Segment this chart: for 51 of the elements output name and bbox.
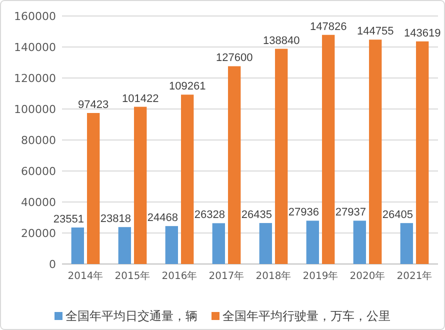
data-label: 26405 bbox=[382, 209, 413, 222]
bar bbox=[400, 223, 413, 264]
y-tick-label: 160000 bbox=[14, 10, 56, 23]
x-tick-label: 2021年 bbox=[396, 270, 432, 282]
bar bbox=[118, 227, 131, 264]
data-label: 143619 bbox=[404, 27, 441, 40]
data-label: 26328 bbox=[194, 209, 225, 222]
data-label: 109261 bbox=[168, 80, 206, 93]
y-tick-label: 100000 bbox=[14, 103, 56, 116]
bar bbox=[306, 220, 319, 264]
data-label: 24468 bbox=[147, 212, 178, 224]
bar bbox=[322, 34, 335, 264]
legend-label: 全国年平均行驶量，万车，公里 bbox=[222, 309, 390, 323]
data-label: 23818 bbox=[100, 213, 131, 226]
x-tick-label: 2016年 bbox=[162, 270, 198, 282]
y-tick-label: 20000 bbox=[21, 227, 56, 240]
y-tick-label: 120000 bbox=[14, 72, 56, 85]
legend-label: 全国年平均日交通量，辆 bbox=[66, 309, 198, 323]
bar bbox=[87, 112, 100, 264]
bar bbox=[416, 41, 429, 264]
bar bbox=[369, 40, 382, 264]
data-label: 26435 bbox=[241, 209, 272, 222]
data-label: 27936 bbox=[288, 206, 319, 219]
data-label: 97423 bbox=[78, 98, 109, 111]
data-label: 101422 bbox=[122, 92, 159, 105]
data-label: 127600 bbox=[216, 52, 253, 64]
y-tick-label: 140000 bbox=[14, 41, 56, 54]
bar bbox=[275, 48, 288, 264]
x-tick-label: 2014年 bbox=[68, 270, 104, 282]
bar bbox=[212, 223, 225, 264]
data-label: 144755 bbox=[356, 26, 394, 38]
bar bbox=[71, 227, 84, 264]
bar bbox=[259, 223, 272, 264]
y-tick-label: 40000 bbox=[21, 196, 56, 209]
data-label: 138840 bbox=[262, 34, 300, 47]
data-label: 23551 bbox=[53, 213, 84, 226]
x-tick-label: 2015年 bbox=[114, 270, 150, 282]
x-tick-label: 2017年 bbox=[208, 270, 244, 282]
data-label: 147826 bbox=[310, 20, 347, 33]
bar bbox=[353, 220, 366, 264]
bar bbox=[134, 106, 147, 264]
x-tick-label: 2018年 bbox=[256, 270, 292, 282]
bar bbox=[228, 66, 241, 264]
bar bbox=[181, 94, 194, 264]
y-tick-label: 0 bbox=[49, 258, 56, 271]
data-label: 27937 bbox=[335, 206, 366, 219]
x-tick-label: 2019年 bbox=[302, 270, 338, 282]
x-tick-label: 2020年 bbox=[350, 270, 386, 282]
bar bbox=[165, 226, 178, 264]
y-tick-label: 60000 bbox=[21, 165, 56, 178]
y-tick-label: 80000 bbox=[21, 134, 56, 147]
